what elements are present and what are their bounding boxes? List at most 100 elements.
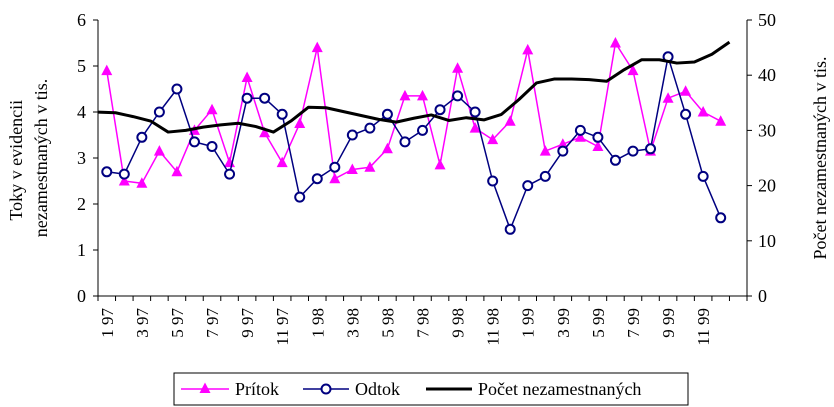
x-tick-label: 3 98 xyxy=(343,308,362,338)
odtok-point xyxy=(381,108,393,120)
y-left-tick-label: 0 xyxy=(77,286,86,306)
pritok-point xyxy=(417,89,428,101)
pritok-point xyxy=(539,145,551,156)
pritok-point xyxy=(346,163,358,174)
series-line-0 xyxy=(106,42,722,185)
pritok-point xyxy=(241,71,253,82)
odtok-point xyxy=(539,170,551,182)
y-right-tick-label: 30 xyxy=(758,120,776,140)
odtok-point xyxy=(118,168,130,180)
y-left-tick-label: 5 xyxy=(77,56,86,76)
y-left-tick-label: 3 xyxy=(77,148,86,168)
odtok-point xyxy=(557,145,569,157)
x-tick-label: 9 97 xyxy=(238,308,257,338)
x-tick-label: 7 98 xyxy=(414,308,433,338)
odtok-point xyxy=(241,92,253,104)
odtok-point xyxy=(153,106,165,118)
legend-label-pritok: Prítok xyxy=(235,379,279,399)
odtok-point xyxy=(364,122,376,134)
pritok-point xyxy=(276,156,288,168)
pritok-point xyxy=(153,145,165,156)
y-right-tick-label: 10 xyxy=(758,231,776,251)
pritok-point xyxy=(504,115,516,126)
pritok-point xyxy=(609,37,621,48)
odtok-point xyxy=(171,83,183,95)
odtok-point xyxy=(399,136,411,148)
y-right-tick-label: 0 xyxy=(758,286,767,306)
odtok-point xyxy=(504,223,516,235)
odtok-point xyxy=(574,124,586,136)
legend-label-odtok: Odtok xyxy=(355,379,400,399)
pritok-point xyxy=(329,172,341,184)
odtok-point xyxy=(136,131,148,143)
pritok-point xyxy=(311,41,323,53)
odtok-point xyxy=(715,212,727,224)
x-tick-label: 11 97 xyxy=(273,308,292,346)
pritok-point xyxy=(206,103,218,115)
pritok-point xyxy=(662,92,674,103)
pritok-point xyxy=(487,133,499,145)
y-right-tick-label: 20 xyxy=(758,176,776,196)
pritok-point xyxy=(381,142,393,154)
pritok-point xyxy=(627,64,639,76)
legend: Prítok Odtok Počet nezamestnaných xyxy=(173,372,689,406)
odtok-point xyxy=(522,180,534,192)
x-tick-label: 9 98 xyxy=(449,308,468,338)
pritok-point xyxy=(118,175,130,186)
legend-box xyxy=(173,372,689,406)
series-line-2 xyxy=(97,40,731,134)
pritok-point xyxy=(399,89,411,101)
x-tick-label: 1 99 xyxy=(519,308,538,338)
odtok-point xyxy=(417,124,428,136)
pritok-point xyxy=(697,106,709,117)
series-layer xyxy=(97,37,731,235)
pritok-point xyxy=(522,43,534,55)
odtok-point xyxy=(645,143,657,155)
y-left-tick-label: 6 xyxy=(77,10,86,30)
x-tick-label: 1 97 xyxy=(98,308,117,338)
legend-label-pocet: Počet nezamestnaných xyxy=(478,379,641,399)
x-tick-label: 3 99 xyxy=(554,308,573,338)
x-tick-label: 5 98 xyxy=(378,308,397,338)
pritok-point xyxy=(171,165,183,177)
pritok-point xyxy=(557,138,569,149)
x-tick-label: 7 99 xyxy=(624,308,643,338)
odtok-point xyxy=(434,104,446,116)
pritok-point xyxy=(715,115,727,126)
y-axis-left-label: Toky v evidencii nezamestnaných v tis. xyxy=(6,79,51,237)
odtok-point xyxy=(259,92,271,104)
legend-marker-odtok xyxy=(320,383,332,395)
odtok-point xyxy=(224,168,236,180)
pritok-point xyxy=(434,158,446,170)
x-tick-label: 1 98 xyxy=(308,308,327,338)
x-tick-label: 3 97 xyxy=(133,308,152,338)
x-tick-label: 9 99 xyxy=(659,308,678,338)
odtok-point xyxy=(697,170,709,182)
pritok-point xyxy=(592,140,604,151)
odtok-point xyxy=(101,166,113,178)
odtok-point xyxy=(452,90,464,102)
odtok-point xyxy=(188,136,200,148)
odtok-point xyxy=(329,161,341,173)
y-right-tick-label: 50 xyxy=(758,10,776,30)
x-tick-label: 11 99 xyxy=(694,308,713,346)
legend-marker-pritok xyxy=(199,382,211,393)
pritok-point xyxy=(294,117,306,128)
odtok-point xyxy=(346,129,358,141)
axes-layer: 0 1 2 3 4 5 6 0 10 20 30 40 50 1 97 3 97 5 97 7 97 9 97 11… xyxy=(77,10,776,346)
x-tick-label: 5 99 xyxy=(589,308,608,338)
odtok-point xyxy=(469,106,481,118)
odtok-point xyxy=(609,154,621,166)
pritok-point xyxy=(680,85,692,96)
y-axis-right-label: Počet nezamestnaných v tis. xyxy=(810,57,830,260)
odtok-point xyxy=(206,141,218,152)
odtok-point xyxy=(680,108,692,120)
y-left-tick-label: 1 xyxy=(77,240,86,260)
odtok-point xyxy=(294,191,306,203)
odtok-point xyxy=(311,173,323,185)
pritok-point xyxy=(469,122,481,133)
pritok-point xyxy=(452,62,464,73)
x-tick-label: 5 97 xyxy=(168,308,187,338)
odtok-point xyxy=(487,175,499,187)
